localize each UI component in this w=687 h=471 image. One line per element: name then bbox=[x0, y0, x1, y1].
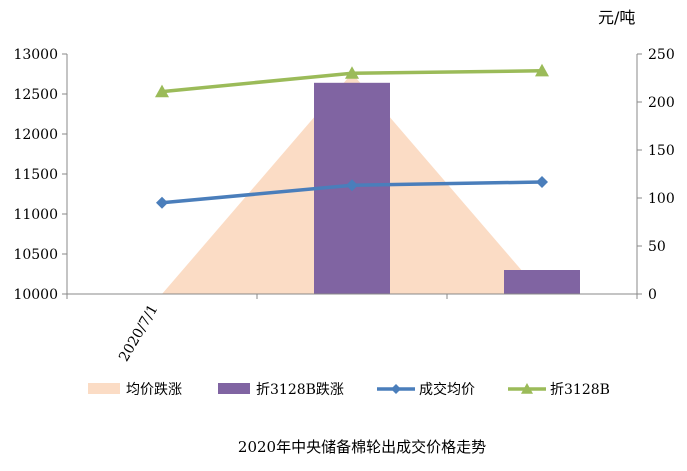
axis-layer: 10000 10500 11000 11500 12000 12500 13000 0 50 10… bbox=[13, 47, 674, 364]
left-tick-label: 10000 bbox=[13, 287, 58, 303]
right-tick-label: 50 bbox=[648, 239, 666, 255]
left-tick-label: 12000 bbox=[13, 127, 58, 143]
right-tick-label: 0 bbox=[648, 287, 657, 303]
right-axis-unit: 元/吨 bbox=[598, 8, 635, 27]
left-tick-label: 13000 bbox=[13, 47, 58, 63]
point-marker bbox=[346, 179, 358, 192]
point-marker bbox=[155, 84, 169, 98]
left-tick-label: 11500 bbox=[13, 167, 58, 183]
left-tick-label: 10500 bbox=[13, 247, 58, 263]
legend-swatch bbox=[218, 383, 250, 394]
point-marker bbox=[536, 176, 548, 188]
right-tick-label: 150 bbox=[648, 143, 675, 159]
left-tick-label: 12500 bbox=[13, 87, 58, 103]
bar bbox=[504, 270, 580, 294]
right-tick-label: 200 bbox=[648, 95, 675, 111]
legend-label: 均价跌涨 bbox=[126, 382, 182, 398]
point-marker bbox=[345, 66, 359, 79]
legend-swatch bbox=[88, 383, 120, 394]
point-marker bbox=[156, 196, 168, 209]
point-marker bbox=[535, 63, 549, 77]
x-tick-label: 2020/7/1 bbox=[116, 302, 161, 364]
legend-label: 折3128B跌涨 bbox=[256, 382, 344, 398]
legend: 均价跌涨 折3128B跌涨 成交均价 折3128B bbox=[88, 381, 610, 398]
point-marker bbox=[391, 384, 401, 394]
left-tick-label: 11000 bbox=[13, 207, 58, 223]
chart-title: 2020年中央储备棉轮出成交价格走势 bbox=[238, 438, 486, 456]
point-marker bbox=[521, 383, 533, 394]
right-tick-label: 100 bbox=[648, 191, 675, 207]
legend-label: 折3128B bbox=[550, 382, 610, 398]
line-layer bbox=[155, 63, 549, 209]
legend-label: 成交均价 bbox=[419, 381, 475, 398]
right-tick-label: 250 bbox=[648, 47, 675, 63]
